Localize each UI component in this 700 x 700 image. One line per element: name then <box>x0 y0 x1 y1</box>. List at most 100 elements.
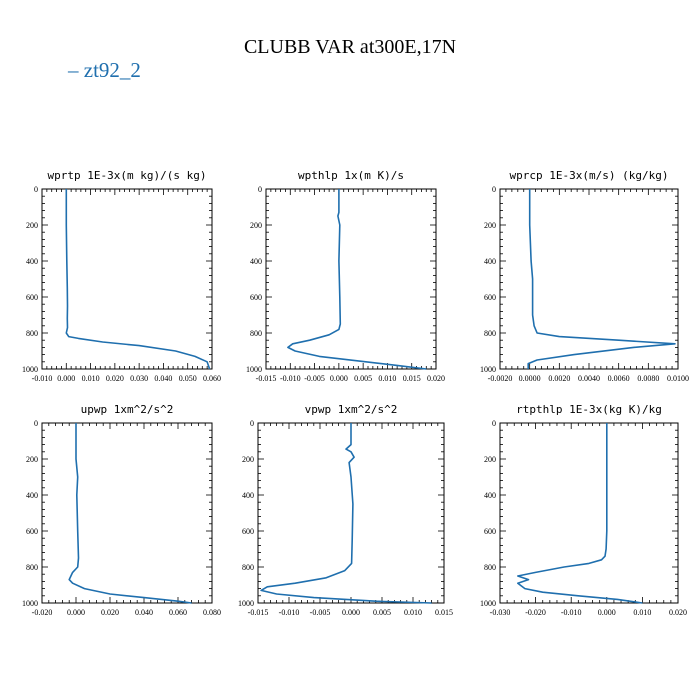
y-tick-label: 200 <box>242 455 254 464</box>
x-tick-label: 0.0040 <box>578 374 600 383</box>
x-tick-label: -0.010 <box>280 374 301 383</box>
panel-title: wpthlp 1x(m K)/s <box>298 169 404 182</box>
series-line <box>260 423 432 604</box>
plot-frame <box>257 422 445 604</box>
x-tick-label: 0.050 <box>179 374 197 383</box>
x-tick-label: -0.010 <box>561 608 582 617</box>
x-tick-label: 0.060 <box>169 608 187 617</box>
y-tick-label: 600 <box>26 293 38 302</box>
x-tick-label: -0.015 <box>256 374 277 383</box>
y-tick-label: 0 <box>34 419 38 428</box>
legend: – zt92_2 <box>68 58 141 82</box>
x-tick-label: 0.0000 <box>519 374 541 383</box>
chart-panel-4: upwp 1xm^2/s^2 -0.020 0.000 0.020 0.040 0.060… <box>22 403 221 617</box>
x-tick-label: -0.010 <box>32 374 53 383</box>
y-tick-label: 200 <box>26 221 38 230</box>
y-tick-label: 1000 <box>22 365 38 374</box>
x-tick-label: 0.000 <box>598 608 616 617</box>
x-tick-label: 0.040 <box>135 608 153 617</box>
x-tick-label: -0.015 <box>248 608 269 617</box>
series-line <box>287 189 427 370</box>
y-tick-label: 400 <box>484 491 496 500</box>
y-tick-label: 600 <box>26 527 38 536</box>
y-tick-label: 200 <box>250 221 262 230</box>
x-tick-label: 0.000 <box>57 374 75 383</box>
x-tick-label: 0.0020 <box>548 374 570 383</box>
x-tick-label: 0.080 <box>203 608 221 617</box>
x-tick-label: 0.010 <box>82 374 100 383</box>
chart-panel-2: wpthlp 1x(m K)/s -0.015 -0.010 -0.005 0.000 0… <box>246 169 445 383</box>
panel-title: wprcp 1E-3x(m/s) (kg/kg) <box>510 169 669 182</box>
y-tick-label: 1000 <box>480 365 496 374</box>
series-line <box>68 423 192 604</box>
chart-title: CLUBB VAR at300E,17N <box>243 36 457 58</box>
y-tick-label: 0 <box>258 185 262 194</box>
y-tick-label: 600 <box>242 527 254 536</box>
x-tick-label: 0.020 <box>106 374 124 383</box>
x-tick-label: 0.0080 <box>637 374 659 383</box>
series-line <box>65 189 211 370</box>
x-tick-label: -0.030 <box>490 608 511 617</box>
x-tick-label: -0.010 <box>279 608 300 617</box>
x-tick-label: -0.020 <box>525 608 546 617</box>
y-tick-label: 600 <box>484 527 496 536</box>
x-tick-label: 0.060 <box>203 374 221 383</box>
x-tick-label: 0.000 <box>342 608 360 617</box>
series-line <box>527 189 676 369</box>
x-tick-label: -0.005 <box>304 374 325 383</box>
x-tick-label: 0.015 <box>403 374 421 383</box>
panel-title: upwp 1xm^2/s^2 <box>81 403 174 416</box>
x-tick-label: 0.000 <box>67 608 85 617</box>
y-tick-label: 800 <box>26 329 38 338</box>
x-tick-label: 0.010 <box>378 374 396 383</box>
x-tick-label: -0.0020 <box>488 374 513 383</box>
y-tick-label: 400 <box>250 257 262 266</box>
y-tick-label: 800 <box>484 563 496 572</box>
x-tick-label: 0.010 <box>633 608 651 617</box>
y-tick-label: 800 <box>26 563 38 572</box>
y-tick-label: 600 <box>250 293 262 302</box>
chart-panel-6: rtpthlp 1E-3x(kg K)/kg -0.030 -0.020 -0.010… <box>480 403 687 617</box>
chart-panel-1: wprtp 1E-3x(m kg)/(s kg) -0.010 0.000 0.010… <box>22 169 221 383</box>
y-tick-label: 1000 <box>480 599 496 608</box>
y-tick-label: 400 <box>26 491 38 500</box>
plot-frame <box>265 188 437 370</box>
x-tick-label: 0.015 <box>435 608 453 617</box>
y-tick-label: 200 <box>484 221 496 230</box>
y-tick-label: 0 <box>492 185 496 194</box>
y-tick-label: 800 <box>484 329 496 338</box>
y-tick-label: 400 <box>484 257 496 266</box>
y-tick-label: 0 <box>34 185 38 194</box>
y-tick-label: 0 <box>492 419 496 428</box>
y-tick-label: 200 <box>26 455 38 464</box>
y-tick-label: 1000 <box>246 365 262 374</box>
panel-title: vpwp 1xm^2/s^2 <box>305 403 398 416</box>
x-tick-label: 0.010 <box>404 608 422 617</box>
x-tick-label: -0.005 <box>310 608 331 617</box>
x-tick-label: 0.020 <box>101 608 119 617</box>
y-tick-label: 1000 <box>22 599 38 608</box>
y-tick-label: 600 <box>484 293 496 302</box>
panel-title: wprtp 1E-3x(m kg)/(s kg) <box>48 169 207 182</box>
y-tick-label: 200 <box>484 455 496 464</box>
x-tick-label: -0.020 <box>32 608 53 617</box>
y-tick-label: 800 <box>250 329 262 338</box>
x-tick-label: 0.020 <box>427 374 445 383</box>
chart-panel-3: wprcp 1E-3x(m/s) (kg/kg) -0.0020 0.0000 0.0… <box>480 169 689 383</box>
x-tick-label: 0.040 <box>154 374 172 383</box>
y-tick-label: 800 <box>242 563 254 572</box>
x-tick-label: 0.0060 <box>608 374 630 383</box>
x-tick-label: 0.0100 <box>667 374 689 383</box>
y-tick-label: 400 <box>242 491 254 500</box>
x-tick-label: 0.005 <box>373 608 391 617</box>
panel-title: rtpthlp 1E-3x(kg K)/kg <box>516 403 662 416</box>
y-tick-label: 0 <box>250 419 254 428</box>
y-tick-label: 400 <box>26 257 38 266</box>
chart-panel-5: vpwp 1xm^2/s^2 -0.015 -0.010 -0.005 0.000 0.0… <box>238 403 453 617</box>
x-tick-label: 0.005 <box>354 374 372 383</box>
x-tick-label: 0.000 <box>330 374 348 383</box>
plot-frame <box>41 188 213 370</box>
x-tick-label: 0.030 <box>130 374 148 383</box>
x-tick-label: 0.020 <box>669 608 687 617</box>
